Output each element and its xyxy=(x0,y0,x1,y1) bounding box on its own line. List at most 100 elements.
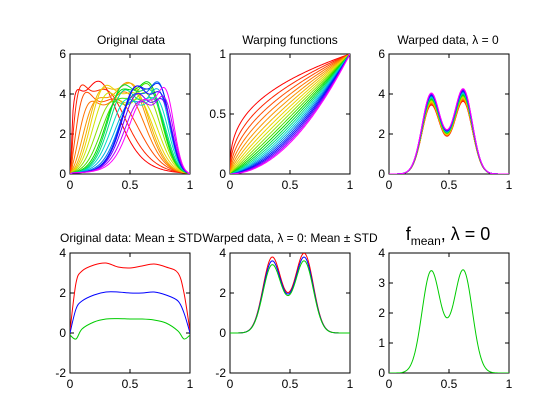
axes-box xyxy=(388,53,510,175)
x-tick-label: 0.5 xyxy=(282,178,299,192)
x-tick-label: 0 xyxy=(386,377,393,391)
x-tick-label: 1 xyxy=(347,377,354,391)
x-tick-label: 1 xyxy=(506,178,513,192)
y-tick-label: 0 xyxy=(59,326,66,340)
y-tick-label: 4 xyxy=(378,87,385,101)
y-tick-label: 4 xyxy=(59,246,66,260)
mean-std-line-2 xyxy=(70,318,190,340)
warp-line-20 xyxy=(230,54,350,174)
y-tick-label: 0 xyxy=(219,326,226,340)
axes-box xyxy=(69,252,191,374)
fmean-line xyxy=(389,269,509,373)
series-line-5 xyxy=(70,82,190,174)
warp-line-8 xyxy=(230,54,350,174)
y-tick-label: 6 xyxy=(59,47,66,61)
x-tick-label: 0.5 xyxy=(441,178,458,192)
x-tick-label: 1 xyxy=(347,178,354,192)
y-tick-label: 1 xyxy=(378,336,385,350)
series-line-11 xyxy=(70,84,190,174)
title-original-data: Original data xyxy=(97,33,165,47)
series-line-1 xyxy=(70,84,190,174)
mean-std-line-0 xyxy=(70,262,190,332)
series-line-12 xyxy=(70,89,190,174)
series-line-2 xyxy=(70,91,190,174)
series-group xyxy=(230,54,350,174)
x-tick-label: 0.5 xyxy=(441,377,458,391)
series-group xyxy=(230,253,350,334)
mean-std-line-1 xyxy=(70,291,190,334)
title-warping-functions: Warping functions xyxy=(242,33,338,47)
x-tick-label: 0.5 xyxy=(122,377,139,391)
y-tick-label: 0 xyxy=(219,167,226,181)
y-tick-label: 0 xyxy=(378,366,385,380)
warp-line-12 xyxy=(230,54,350,174)
warped-line-20 xyxy=(389,88,509,174)
title-fmean-rest: , λ = 0 xyxy=(441,224,491,244)
series-line-0 xyxy=(70,80,190,174)
x-tick-label: 0.5 xyxy=(122,178,139,192)
warp-line-9 xyxy=(230,54,350,174)
warp-line-13 xyxy=(230,54,350,174)
x-tick-label: 0 xyxy=(386,178,393,192)
warp-line-4 xyxy=(230,54,350,174)
series-group xyxy=(70,80,190,174)
y-tick-label: -2 xyxy=(55,366,66,380)
title-fmean-sub: mean xyxy=(411,234,441,248)
title-warped-data: Warped data, λ = 0 xyxy=(397,33,499,47)
warp-line-3 xyxy=(230,54,350,174)
warp-line-14 xyxy=(230,54,350,174)
y-tick-label: 2 xyxy=(219,286,226,300)
y-tick-label: 2 xyxy=(59,286,66,300)
x-tick-label: 0 xyxy=(227,377,234,391)
series-group xyxy=(70,262,190,340)
warp-line-19 xyxy=(230,54,350,174)
y-tick-label: 4 xyxy=(59,87,66,101)
subplot-2: 0 0.5 1 0 2 4 6 xyxy=(378,47,512,192)
x-tick-label: 1 xyxy=(187,178,194,192)
y-tick-label: 3 xyxy=(378,276,385,290)
y-tick-label: 0.5 xyxy=(209,107,226,121)
subplot-1: 0 0.5 1 0 0.5 1 xyxy=(209,47,353,192)
series-line-14 xyxy=(70,88,190,174)
subplot-5: 0 0.5 1 0 1 2 3 4 xyxy=(378,246,512,391)
warp-line-18 xyxy=(230,54,350,174)
series-group xyxy=(389,269,509,373)
warp-line-2 xyxy=(230,54,350,174)
title-fmean: fmean, λ = 0 xyxy=(406,224,491,248)
y-tick-label: 0 xyxy=(59,167,66,181)
warped-mean-std-line-2 xyxy=(230,260,350,334)
title-warped-mean-std: Warped data, λ = 0: Mean ± STD xyxy=(202,231,378,245)
warp-line-1 xyxy=(230,54,350,174)
x-tick-label: 0.5 xyxy=(282,377,299,391)
series-group xyxy=(389,88,509,174)
y-tick-label: 2 xyxy=(378,306,385,320)
warp-line-5 xyxy=(230,54,350,174)
x-tick-label: 0 xyxy=(227,178,234,192)
axes-box xyxy=(388,252,510,374)
warp-line-10 xyxy=(230,54,350,174)
series-line-20 xyxy=(70,87,190,174)
warp-line-6 xyxy=(230,54,350,174)
y-tick-label: 0 xyxy=(378,167,385,181)
x-tick-label: 0 xyxy=(67,178,74,192)
y-tick-label: 4 xyxy=(219,246,226,260)
y-tick-label: 2 xyxy=(378,127,385,141)
warp-line-7 xyxy=(230,54,350,174)
warp-line-16 xyxy=(230,54,350,174)
warp-line-17 xyxy=(230,54,350,174)
y-tick-label: 1 xyxy=(219,47,226,61)
y-tick-label: 6 xyxy=(378,47,385,61)
axes-box xyxy=(229,252,351,374)
title-original-mean-std: Original data: Mean ± STD xyxy=(60,231,202,245)
y-tick-label: 2 xyxy=(59,127,66,141)
x-tick-label: 0 xyxy=(67,377,74,391)
subplot-0: 0 0.5 1 0 2 4 6 xyxy=(59,47,193,192)
warp-line-15 xyxy=(230,54,350,174)
warp-line-11 xyxy=(230,54,350,174)
x-tick-label: 1 xyxy=(506,377,513,391)
x-tick-label: 1 xyxy=(187,377,194,391)
